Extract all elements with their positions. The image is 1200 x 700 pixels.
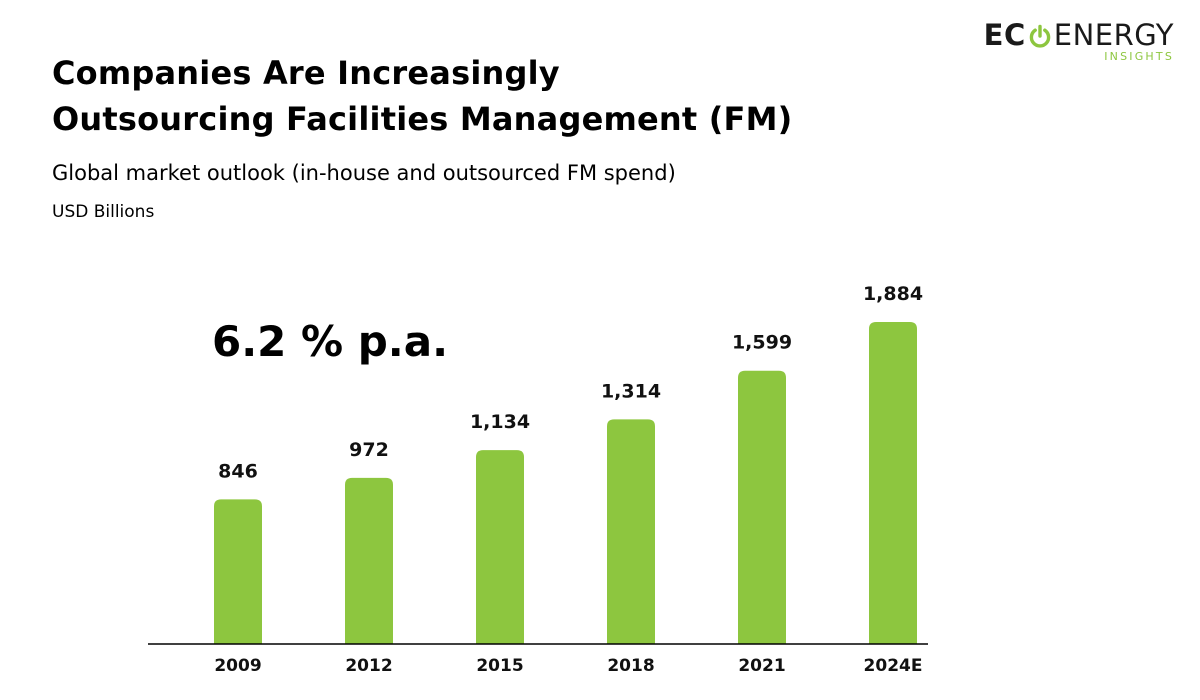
bars-group bbox=[214, 322, 917, 644]
bar-2012 bbox=[345, 477, 393, 644]
data-label-2015: 1,134 bbox=[470, 411, 530, 433]
unit-label: USD Billions bbox=[52, 202, 155, 222]
eco-energy-logo: EC ENERGY INSIGHTS bbox=[944, 18, 1174, 68]
bar-2018 bbox=[607, 419, 655, 644]
bar-2015 bbox=[476, 450, 524, 644]
power-icon bbox=[1029, 24, 1050, 48]
x-tick-label-2012: 2012 bbox=[345, 656, 392, 676]
data-label-2018: 1,314 bbox=[601, 380, 661, 402]
labels-group: 846 2009 972 2012 1,134 2015 1,314 2018 1,599 202… bbox=[214, 283, 923, 676]
logo-tagline: INSIGHTS bbox=[1104, 50, 1174, 63]
page-title: Companies Are Increasingly Outsourcing F… bbox=[52, 50, 793, 142]
bar-2009 bbox=[214, 499, 262, 644]
chart-subtitle: Global market outlook (in-house and outs… bbox=[52, 161, 676, 185]
bar-2021 bbox=[738, 370, 786, 644]
x-tick-label-2024e: 2024E bbox=[864, 656, 923, 676]
x-tick-label-2009: 2009 bbox=[214, 656, 261, 676]
x-tick-label-2021: 2021 bbox=[738, 656, 785, 676]
x-tick-label-2018: 2018 bbox=[607, 656, 654, 676]
data-label-2012: 972 bbox=[349, 439, 389, 461]
logo-text-bold: EC bbox=[983, 18, 1026, 52]
title-line-2: Outsourcing Facilities Management (FM) bbox=[52, 100, 793, 138]
data-label-2021: 1,599 bbox=[732, 332, 792, 354]
logo-text-regular: ENERGY bbox=[1053, 18, 1174, 52]
cagr-annotation: 6.2 % p.a. bbox=[212, 317, 449, 366]
title-line-1: Companies Are Increasingly bbox=[52, 54, 560, 92]
x-tick-label-2015: 2015 bbox=[476, 656, 523, 676]
data-label-2024e: 1,884 bbox=[863, 283, 923, 305]
data-label-2009: 846 bbox=[218, 460, 258, 482]
bar-2024e bbox=[869, 322, 917, 644]
